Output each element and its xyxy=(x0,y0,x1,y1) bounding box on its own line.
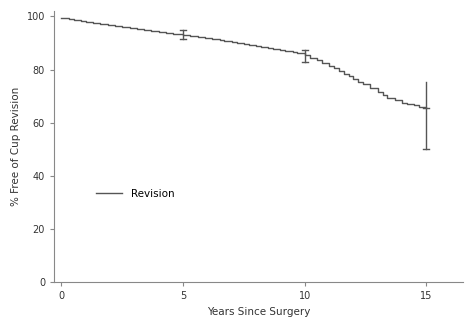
Legend: Revision: Revision xyxy=(92,184,178,203)
Y-axis label: % Free of Cup Revision: % Free of Cup Revision xyxy=(11,87,21,206)
X-axis label: Years Since Surgery: Years Since Surgery xyxy=(207,307,310,317)
